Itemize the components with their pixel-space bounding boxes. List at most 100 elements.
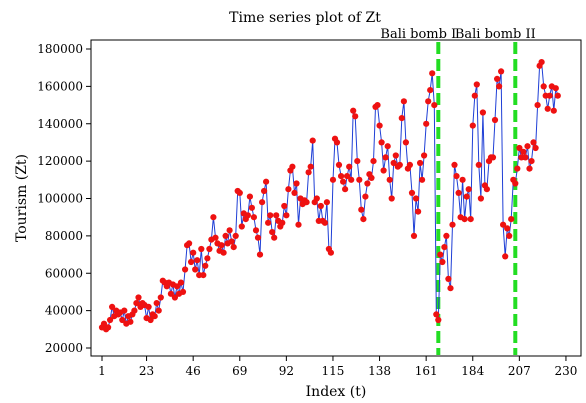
data-point bbox=[469, 122, 476, 129]
data-point bbox=[346, 163, 353, 170]
data-point bbox=[109, 303, 116, 310]
data-point bbox=[546, 92, 553, 99]
data-point bbox=[554, 92, 561, 99]
data-point bbox=[192, 266, 199, 273]
data-point bbox=[153, 300, 160, 307]
annotation-lines bbox=[436, 42, 518, 355]
x-tick-label: 1 bbox=[98, 364, 106, 378]
data-point bbox=[415, 208, 422, 215]
data-point bbox=[105, 324, 112, 331]
data-point bbox=[435, 316, 442, 324]
x-tick-label: 161 bbox=[415, 364, 438, 378]
data-point bbox=[313, 195, 320, 202]
data-point bbox=[475, 161, 482, 168]
data-point bbox=[119, 316, 126, 324]
data-point bbox=[471, 92, 478, 99]
data-point bbox=[295, 221, 302, 228]
data-point bbox=[350, 107, 357, 114]
data-point bbox=[390, 159, 397, 167]
data-point bbox=[167, 290, 174, 297]
x-tick-label: 46 bbox=[186, 364, 201, 378]
annotation-label: Bali bomb II bbox=[455, 27, 536, 42]
data-point bbox=[479, 109, 486, 116]
data-point bbox=[252, 227, 260, 234]
data-point bbox=[228, 238, 235, 245]
plot-area bbox=[90, 39, 582, 357]
data-point bbox=[135, 294, 142, 301]
data-point bbox=[427, 87, 434, 94]
data-point bbox=[429, 70, 436, 77]
data-point bbox=[520, 148, 527, 155]
y-axis: 20000 40000 60000 80000 100000 120000 140000 16… bbox=[37, 42, 91, 355]
data-point bbox=[453, 173, 460, 180]
data-point bbox=[431, 102, 438, 109]
data-point bbox=[483, 186, 490, 193]
data-point bbox=[309, 137, 316, 144]
data-point bbox=[147, 316, 154, 324]
data-point bbox=[230, 244, 237, 251]
data-point bbox=[410, 232, 418, 239]
data-point bbox=[463, 193, 470, 200]
data-point bbox=[406, 161, 413, 168]
data-point bbox=[321, 219, 328, 226]
data-point bbox=[368, 174, 375, 181]
data-point bbox=[451, 161, 458, 168]
data-point bbox=[248, 204, 255, 211]
data-point bbox=[496, 83, 503, 90]
data-point bbox=[269, 229, 276, 236]
x-tick-label: 69 bbox=[232, 364, 247, 378]
x-tick-label: 138 bbox=[368, 364, 391, 378]
data-point bbox=[317, 202, 324, 210]
data-point bbox=[491, 116, 499, 124]
data-point bbox=[329, 176, 337, 183]
data-point bbox=[333, 139, 341, 146]
data-point bbox=[200, 272, 207, 279]
data-point bbox=[421, 152, 428, 159]
data-point bbox=[173, 283, 181, 290]
data-point bbox=[498, 68, 505, 75]
data-point bbox=[155, 307, 162, 314]
data-point bbox=[307, 163, 314, 170]
y-axis-label: Tourism (Zt) bbox=[14, 154, 30, 242]
data-point bbox=[256, 251, 264, 258]
data-point bbox=[489, 154, 497, 161]
data-point bbox=[433, 311, 440, 318]
x-tick-label: 184 bbox=[461, 364, 484, 378]
data-point bbox=[384, 143, 391, 150]
data-point bbox=[238, 223, 245, 230]
y-tick-label: 60000 bbox=[45, 266, 83, 280]
y-tick-label: 180000 bbox=[37, 42, 83, 56]
data-point bbox=[530, 139, 537, 146]
data-point bbox=[532, 144, 539, 152]
data-point bbox=[194, 257, 201, 264]
data-point bbox=[550, 107, 557, 114]
x-axis-label: Index (t) bbox=[306, 384, 367, 400]
y-tick-label: 80000 bbox=[45, 229, 83, 243]
data-point bbox=[281, 202, 288, 210]
chart-title: Time series plot of Zt bbox=[229, 10, 381, 26]
data-point bbox=[218, 242, 225, 249]
data-point bbox=[186, 240, 193, 247]
data-point bbox=[226, 227, 233, 234]
data-point bbox=[198, 245, 205, 253]
y-tick-label: 120000 bbox=[37, 154, 83, 168]
data-point bbox=[408, 189, 416, 196]
data-point bbox=[202, 262, 209, 269]
data-point bbox=[206, 245, 213, 253]
data-point bbox=[552, 85, 559, 92]
data-point bbox=[289, 163, 296, 170]
data-point bbox=[461, 216, 468, 223]
data-point bbox=[338, 173, 345, 180]
data-point bbox=[344, 173, 351, 180]
data-point bbox=[449, 221, 456, 228]
x-tick-label: 115 bbox=[322, 364, 345, 378]
data-point bbox=[145, 303, 152, 310]
x-axis: 1 23 46 69 92 115 138 161 184 207 230 bbox=[98, 356, 577, 378]
data-point bbox=[360, 216, 367, 223]
data-point bbox=[402, 139, 409, 146]
y-tick-label: 40000 bbox=[45, 304, 83, 318]
data-point bbox=[388, 195, 395, 202]
data-point bbox=[291, 189, 298, 196]
data-point bbox=[127, 318, 134, 325]
